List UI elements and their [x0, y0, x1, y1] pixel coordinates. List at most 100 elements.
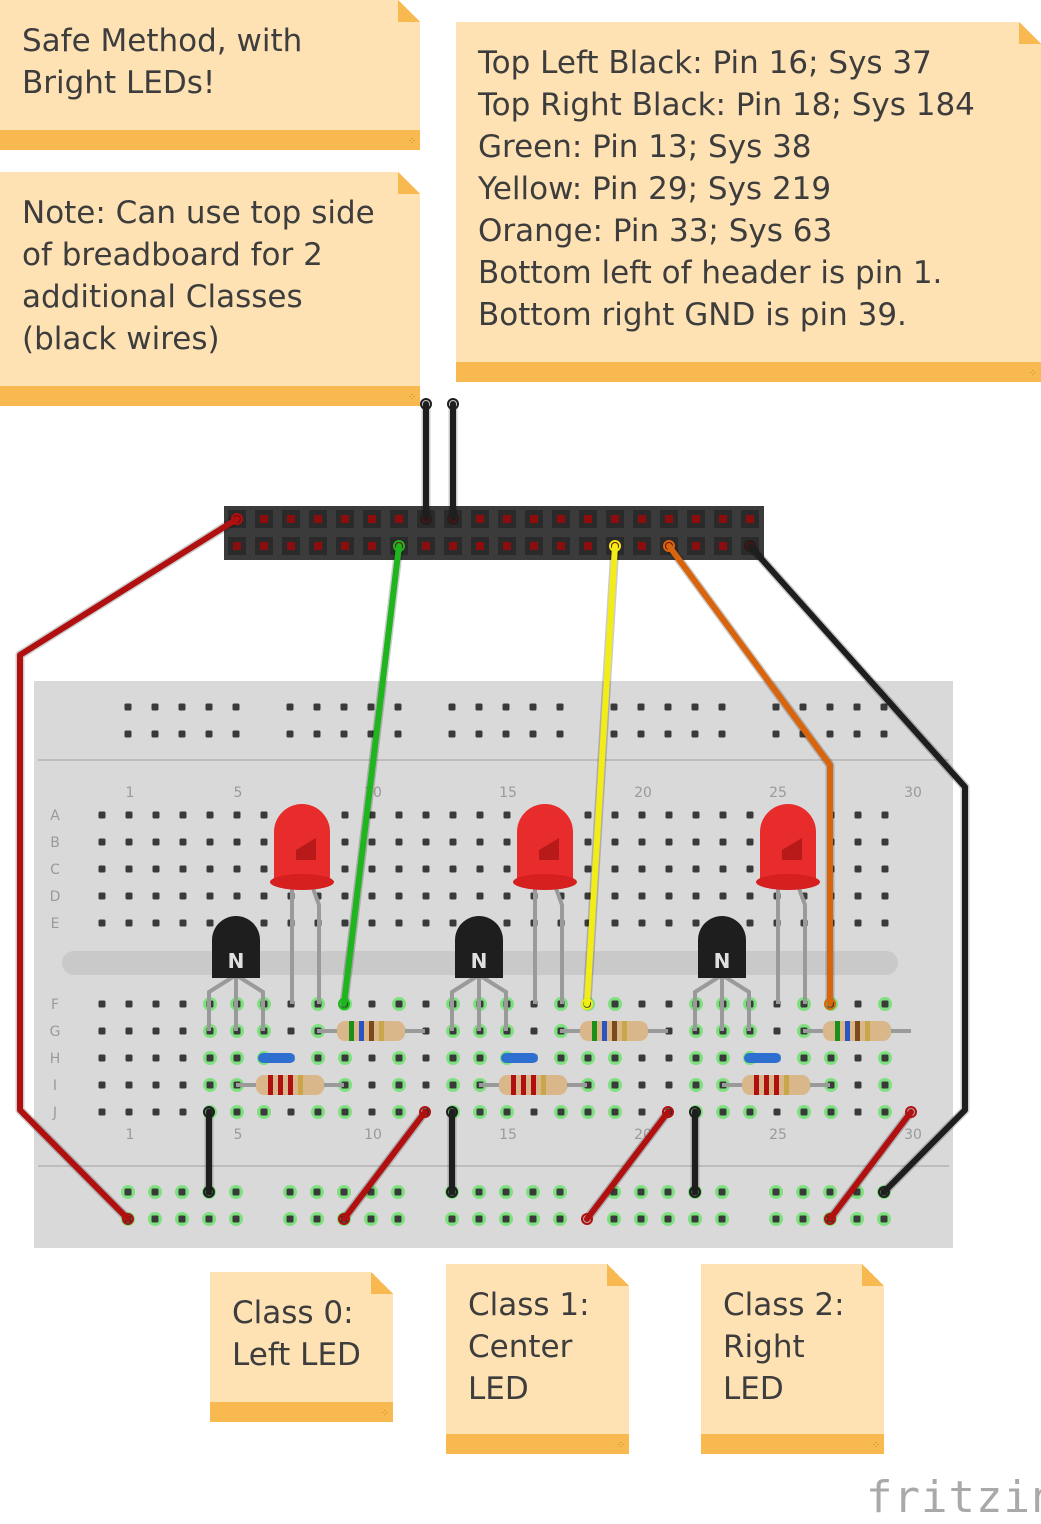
resistor-led-0-band [268, 1075, 273, 1095]
breadboard-hole [152, 1027, 160, 1035]
rail-hole [286, 1215, 294, 1223]
breadboard-hole [503, 865, 511, 873]
row-label: F [51, 997, 59, 1013]
breadboard-hole [638, 919, 646, 927]
resistor-gate-2-band [845, 1021, 850, 1041]
rail-hole [718, 730, 726, 738]
led-0 [274, 804, 330, 880]
header-pin [665, 515, 673, 523]
led-0-die [296, 838, 316, 860]
row-label: J [52, 1105, 57, 1121]
breadboard-hole [854, 865, 862, 873]
column-number: 30 [904, 785, 922, 801]
resize-grip-icon: ⁘ [1028, 368, 1037, 379]
breadboard-hole [692, 1081, 700, 1089]
resize-grip-icon: ⁘ [616, 1440, 625, 1451]
breadboard-hole [422, 811, 430, 819]
breadboard-hole [638, 811, 646, 819]
rail-hole [637, 1215, 645, 1223]
breadboard-hole [179, 1081, 187, 1089]
header-pin [638, 515, 646, 523]
jumper-link-1 [501, 1053, 538, 1063]
breadboard-hole [611, 892, 619, 900]
breadboard-hole [476, 1054, 484, 1062]
breadboard-hole [152, 1054, 160, 1062]
header-pin [692, 542, 700, 550]
rail-hole [853, 1215, 861, 1223]
breadboard-hole [395, 811, 403, 819]
rail-hole [880, 1215, 888, 1223]
note-safe-method: Safe Method, with Bright LEDs! ⁘ [0, 0, 420, 150]
note-pin-map: Top Left Black: Pin 16; Sys 37 Top Right… [456, 22, 1041, 382]
breadboard-hole [854, 1054, 862, 1062]
wire-red-power-0-end [419, 1106, 431, 1118]
breadboard-hole [746, 865, 754, 873]
resize-grip-icon: ⁘ [380, 1408, 389, 1419]
led-1-die [539, 838, 559, 860]
transistor-2-leg [693, 973, 724, 1031]
header-pin [503, 542, 511, 550]
row-label: C [50, 862, 60, 878]
breadboard-hole [638, 1108, 646, 1116]
rail-hole [880, 730, 888, 738]
rail-hole [205, 1215, 213, 1223]
resistor-led-1-band [541, 1075, 546, 1095]
breadboard-hole [98, 919, 106, 927]
breadboard-hole [584, 1054, 592, 1062]
rail-hole [475, 1215, 483, 1223]
resistor-gate-1-band [592, 1021, 597, 1041]
wire-green [341, 543, 402, 1007]
breadboard-hole [179, 865, 187, 873]
note-pin-map-text: Top Left Black: Pin 16; Sys 37 Top Right… [478, 45, 975, 333]
wire-black-ground-0-end [203, 1186, 215, 1198]
breadboard-hole [692, 1054, 700, 1062]
breadboard-hole [341, 865, 349, 873]
column-number: 25 [769, 1127, 787, 1143]
breadboard-hole [179, 1054, 187, 1062]
wire-black-gnd-end [744, 540, 756, 552]
resistor-gate-1-band [612, 1021, 617, 1041]
column-number: 10 [364, 1127, 382, 1143]
breadboard-hole [881, 1108, 889, 1116]
column-number: 20 [634, 785, 652, 801]
gpio-header [224, 506, 764, 560]
resistor-gate-2-band [865, 1021, 870, 1041]
column-number: 5 [234, 785, 243, 801]
header-pin [314, 542, 322, 550]
breadboard-hole [341, 892, 349, 900]
breadboard-hole [665, 811, 673, 819]
resistor-led-2-band [754, 1075, 759, 1095]
resistor-gate-1-band [622, 1021, 627, 1041]
breadboard-hole [584, 838, 592, 846]
wire-red-power-1-end [581, 1213, 593, 1225]
breadboard-hole [179, 811, 187, 819]
breadboard-hole [368, 865, 376, 873]
wire-black-top-left-end [420, 513, 432, 525]
rail-hole [880, 703, 888, 711]
rail-hole [664, 1215, 672, 1223]
breadboard-hole [368, 1054, 376, 1062]
rail-hole [502, 1215, 510, 1223]
breadboard-hole [179, 838, 187, 846]
breadboard-hole [638, 838, 646, 846]
breadboard-hole [476, 1108, 484, 1116]
wire-red-power-2-end [824, 1213, 836, 1225]
breadboard-hole [260, 1108, 268, 1116]
rail-hole [772, 1215, 780, 1223]
breadboard-hole [773, 1108, 781, 1116]
breadboard-hole [179, 1027, 187, 1035]
breadboard-hole [449, 838, 457, 846]
breadboard-hole [881, 919, 889, 927]
breadboard-hole [422, 865, 430, 873]
resistor-gate-0-band [349, 1021, 354, 1041]
wire-orange-end [824, 998, 836, 1010]
column-number: 15 [499, 1127, 517, 1143]
note-fold-icon [607, 1264, 629, 1286]
breadboard-hole [854, 811, 862, 819]
wire-orange [666, 543, 833, 1007]
header-pin [692, 515, 700, 523]
rail-hole [610, 703, 618, 711]
wire-orange-end [663, 540, 675, 552]
breadboard-hole [665, 865, 673, 873]
rail-hole [853, 730, 861, 738]
